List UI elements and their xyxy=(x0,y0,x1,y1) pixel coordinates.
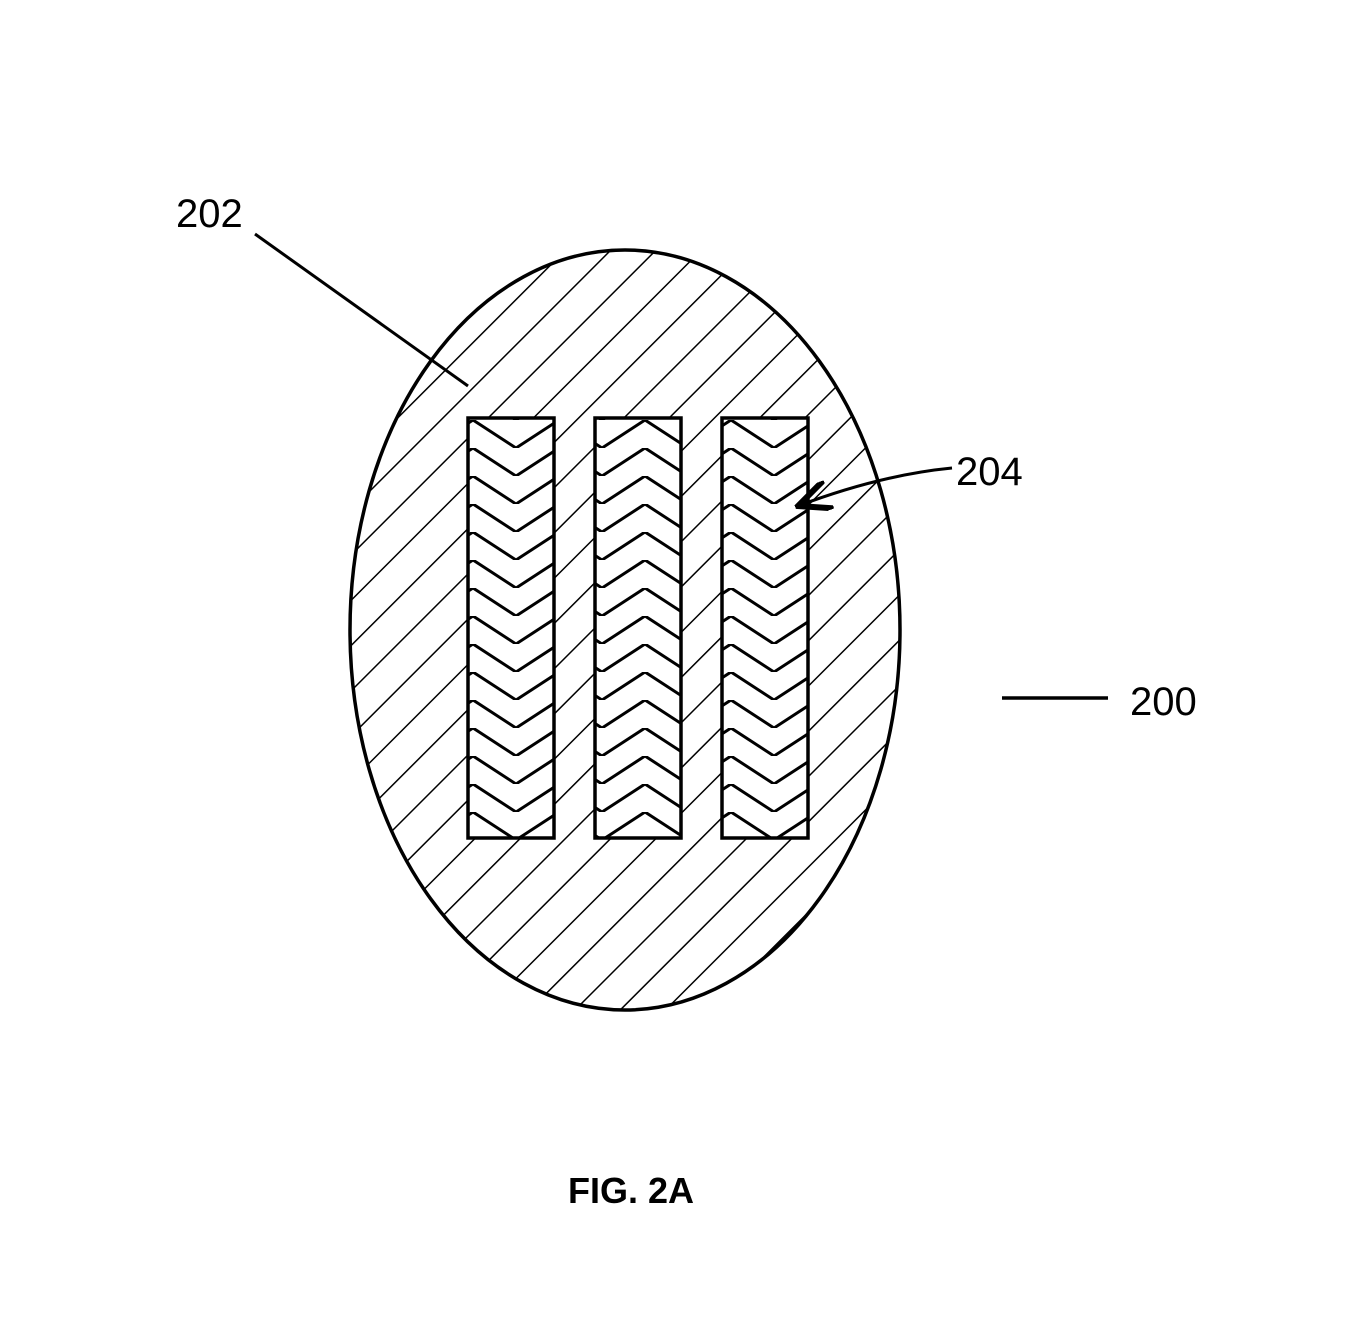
leader-202 xyxy=(255,234,468,386)
figure-caption: FIG. 2A xyxy=(568,1170,694,1212)
bar-3 xyxy=(722,418,808,838)
label-202: 202 xyxy=(176,192,243,237)
label-204: 204 xyxy=(956,450,1023,495)
label-200: 200 xyxy=(1130,680,1197,725)
inner-bars xyxy=(468,418,808,838)
bar-2 xyxy=(595,418,681,838)
bar-1 xyxy=(468,418,554,838)
